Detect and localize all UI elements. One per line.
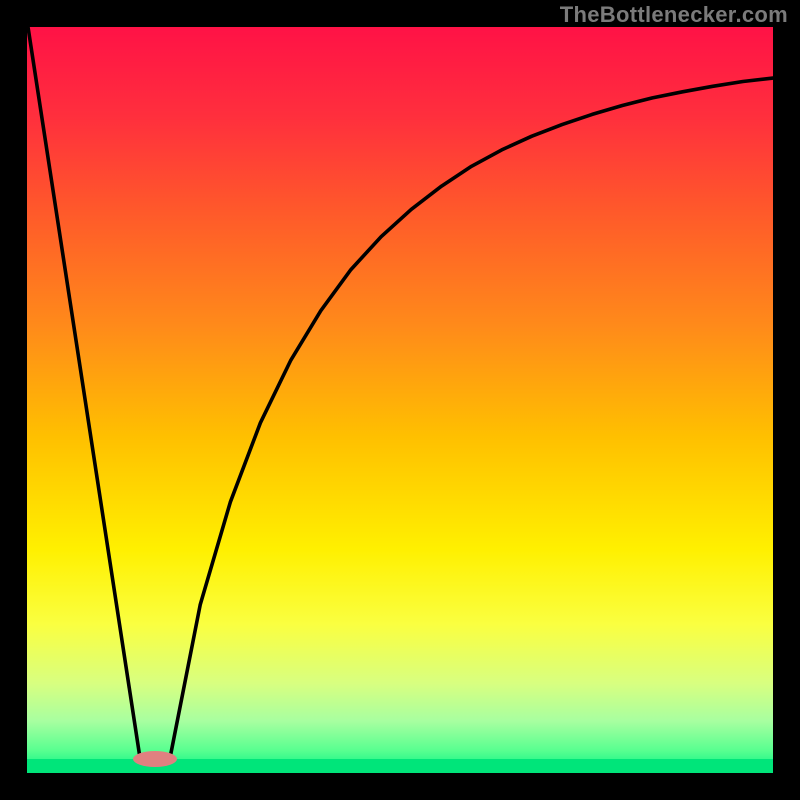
bottleneck-chart: [0, 0, 800, 800]
chart-root: TheBottlenecker.com: [0, 0, 800, 800]
watermark-text: TheBottlenecker.com: [560, 2, 788, 28]
plot-background: [27, 27, 773, 773]
optimal-marker: [133, 751, 177, 767]
